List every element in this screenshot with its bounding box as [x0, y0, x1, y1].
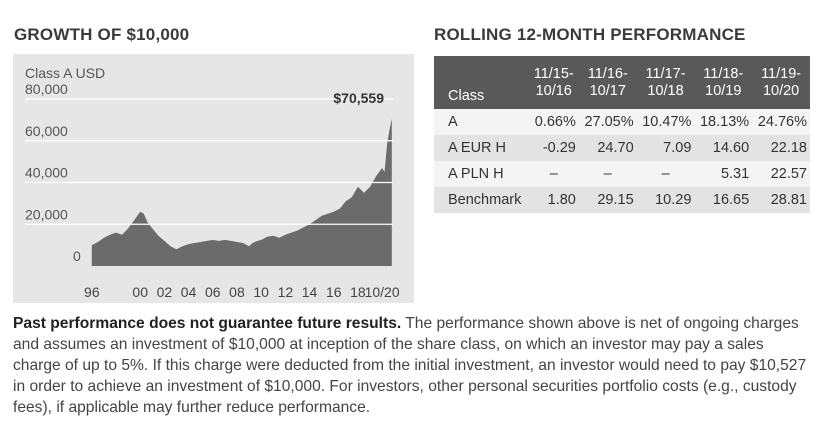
performance-disclaimer: Past performance does not guarantee futu…: [13, 313, 808, 418]
y-tick-label: 20,000: [25, 206, 68, 222]
x-tick-label: 08: [229, 284, 245, 300]
x-tick-label: 18: [350, 284, 366, 300]
rolling-performance-table: Class 11/15- 10/16 11/16- 10/17 11/17- 10/1…: [434, 56, 810, 213]
disclaimer-text: The performance shown above is net of on…: [13, 315, 807, 416]
class-cell: A: [448, 114, 458, 130]
y-tick-label: 40,000: [25, 165, 68, 181]
value-cell: 22.57: [770, 166, 807, 182]
value-cell: –: [661, 166, 670, 182]
period-start: 11/18-: [703, 65, 744, 82]
y-tick-label: 0: [73, 248, 81, 264]
table-row: Benchmark 1.80 29.15 10.29 16.65 28.81: [434, 187, 810, 213]
rolling-heading: ROLLING 12-MONTH PERFORMANCE: [434, 25, 746, 44]
value-cell: 28.81: [770, 192, 807, 208]
period-start: 11/19-: [761, 65, 802, 82]
value-cell: 1.80: [547, 192, 576, 208]
value-cell: 10.29: [655, 192, 692, 208]
table-row: A 0.66% 27.05% 10.47% 18.13% 24.76%: [434, 109, 810, 135]
period-start: 11/16-: [587, 65, 628, 82]
table-row: A EUR H -0.29 24.70 7.09 14.60 22.18: [434, 135, 810, 161]
value-cell: –: [603, 166, 612, 182]
x-tick-label: 14: [302, 284, 318, 300]
x-tick-label: 00: [132, 284, 148, 300]
x-tick-label: 12: [278, 284, 294, 300]
value-cell: -0.29: [542, 140, 576, 156]
value-cell: 24.76%: [757, 114, 807, 130]
value-cell: 24.70: [597, 140, 634, 156]
end-value-label: $70,559: [333, 90, 384, 106]
value-cell: 14.60: [712, 140, 750, 156]
period-end: 10/19: [705, 82, 742, 99]
growth-chart-panel: Class A USD 0 20,000 40,000 60,000 80,000 96 00…: [13, 54, 414, 303]
value-cell: 18.13%: [699, 114, 750, 130]
value-cell: 29.15: [597, 192, 634, 208]
value-cell: 7.09: [663, 140, 692, 156]
table-row: A PLN H – – – 5.31 22.57: [434, 161, 810, 187]
period-end: 10/20: [762, 82, 800, 99]
y-tick-label: 60,000: [25, 123, 68, 139]
y-tick-label: 80,000: [25, 81, 68, 97]
value-cell: 27.05%: [584, 114, 634, 130]
period-header: 11/16- 10/17: [579, 56, 637, 109]
value-cell: 5.31: [720, 166, 750, 182]
x-tick-label: 16: [326, 284, 342, 300]
x-tick-label: 02: [157, 284, 173, 300]
x-tick-label: 06: [205, 284, 221, 300]
growth-chart: Class A USD 0 20,000 40,000 60,000 80,000 96 00…: [25, 65, 400, 300]
value-cell: 0.66%: [534, 114, 576, 130]
series-label: Class A USD: [25, 65, 105, 81]
x-tick-label: 96: [84, 284, 100, 300]
value-cell: 16.65: [712, 192, 750, 208]
period-end: 10/16: [535, 82, 572, 99]
x-tick-label: 10/20: [365, 284, 400, 300]
period-header: 11/18- 10/19: [694, 56, 752, 109]
period-end: 10/18: [647, 82, 684, 99]
period-header: 11/17- 10/18: [637, 56, 695, 109]
disclaimer-bold: Past performance does not guarantee futu…: [13, 315, 402, 332]
period-start: 11/15-: [533, 65, 574, 82]
period-end: 10/17: [589, 82, 626, 99]
x-tick-label: 04: [181, 284, 197, 300]
period-header: 11/15- 10/16: [529, 56, 579, 109]
x-tick-label: 10: [253, 284, 269, 300]
class-header: Class: [448, 88, 485, 104]
table-header-row: Class 11/15- 10/16 11/16- 10/17 11/17- 10/1…: [434, 56, 810, 109]
value-cell: 22.18: [770, 140, 807, 156]
class-cell: Benchmark: [448, 192, 522, 208]
period-header: 11/19- 10/20: [752, 56, 810, 109]
period-start: 11/17-: [645, 65, 686, 82]
growth-area: [91, 118, 392, 266]
value-cell: –: [549, 166, 558, 182]
value-cell: 10.47%: [642, 114, 692, 130]
class-cell: A PLN H: [448, 166, 504, 182]
class-cell: A EUR H: [448, 140, 507, 156]
growth-heading: GROWTH OF $10,000: [14, 25, 190, 44]
